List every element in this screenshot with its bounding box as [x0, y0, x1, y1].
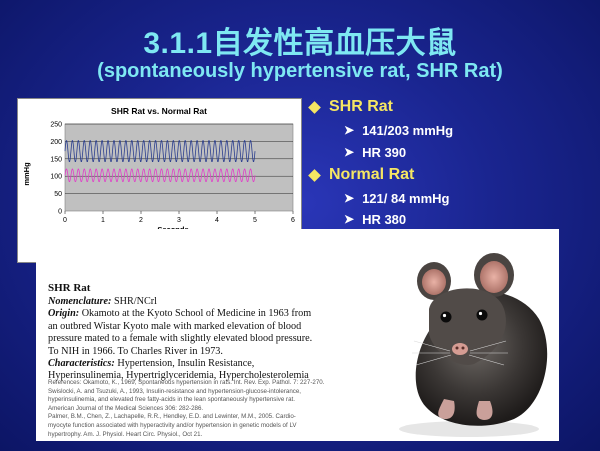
reference-line: myocyte function associated with hyperac…	[48, 421, 297, 429]
y-tick-label: 100	[50, 174, 62, 181]
sub-item-text: 121/ 84 mmHg	[362, 190, 450, 206]
origin-line: To NIH in 1966. To Charles River in 1973…	[48, 345, 223, 357]
sub-item-text: HR 380	[362, 211, 407, 227]
y-tick-label: 50	[54, 191, 62, 198]
y-tick-label: 150	[50, 156, 62, 163]
series-normal-line	[64, 168, 256, 183]
x-tick-label: 3	[177, 217, 181, 224]
bullet-normal-label: Normal Rat	[329, 166, 415, 183]
rat-photo	[374, 229, 559, 441]
reference-line: hypertrophy. Am. J. Physiol. Heart Circ.…	[48, 430, 203, 438]
origin-label: Origin:	[48, 308, 80, 320]
references: References: Okamoto, K., 1969, Spontaneo…	[48, 379, 388, 439]
chart-ylabel: mmHg	[22, 162, 31, 186]
x-tick-label: 6	[291, 217, 295, 224]
sub-item-shr-hr: ➤ HR 390	[344, 142, 406, 162]
characteristics-label: Characteristics:	[48, 358, 115, 370]
slide-subtitle: (spontaneously hypertensive rat, SHR Rat…	[97, 60, 503, 82]
nomenclature-value: SHR/NCrl	[111, 296, 157, 307]
rat-illustration	[399, 253, 548, 437]
y-tick-label: 250	[50, 122, 62, 129]
series-shr-line	[64, 140, 256, 163]
y-tick-label: 0	[58, 209, 62, 216]
reference-line: American Journal of the Medical Sciences…	[48, 404, 204, 412]
diamond-bullet-icon	[308, 100, 321, 114]
slide-title: 3.1.1自发性高血压大鼠	[143, 27, 457, 60]
characteristics-line: Hypertension, Insulin Resistance,	[114, 358, 255, 370]
origin-line: an outbred Wistar Kyoto male with marked…	[48, 320, 302, 332]
plot-area	[64, 123, 294, 212]
chart-title: SHR Rat vs. Normal Rat	[111, 106, 207, 116]
sub-item-normal-hr: ➤ HR 380	[344, 209, 406, 229]
x-tick-label: 4	[215, 217, 219, 224]
card-characteristics: Characteristics: Hypertension, Insulin R…	[48, 358, 378, 370]
sub-item-normal-bp: ➤ 121/ 84 mmHg	[344, 188, 450, 208]
shr-info-card: SHR Rat Nomenclature: SHR/NCrl Origin: O…	[36, 229, 559, 441]
card-origin: Origin: Okamoto at the Kyoto School of M…	[48, 308, 378, 320]
card-nomenclature: Nomenclature: SHR/NCrl	[48, 296, 378, 308]
characteristics-line: Hyperinsulinemia, Hypertriglyceridemia, …	[48, 370, 309, 382]
nomenclature-label: Nomenclature:	[48, 296, 112, 307]
arrow-bullet-icon: ➤	[344, 123, 355, 137]
reference-line: References: Okamoto, K., 1969, Spontaneo…	[48, 379, 325, 386]
diamond-bullet-icon	[308, 168, 321, 182]
card-heading: SHR Rat	[48, 282, 91, 294]
reference-line: Palmer, B.M., Chen, Z., Lachapelle, R.R.…	[48, 413, 296, 421]
arrow-bullet-icon: ➤	[344, 212, 355, 226]
reference-line: Swislocki, A. and Tsuzuki, A., 1993, Ins…	[48, 387, 302, 395]
y-tick-label: 200	[50, 139, 62, 146]
bullet-shr-label: SHR Rat	[329, 98, 394, 115]
bullet-normal: Normal Rat	[306, 164, 414, 186]
x-tick-label: 5	[253, 217, 257, 224]
origin-line: pressure mated to a female with slightly…	[48, 333, 313, 345]
sub-item-text: 141/203 mmHg	[362, 122, 454, 138]
origin-line: Okamoto at the Kyoto School of Medicine …	[79, 308, 312, 320]
x-tick-label: 2	[139, 217, 143, 224]
sub-item-shr-bp: ➤ 141/203 mmHg	[344, 120, 453, 140]
arrow-bullet-icon: ➤	[344, 191, 355, 205]
x-tick-label: 1	[101, 217, 105, 224]
sub-item-text: HR 390	[362, 144, 407, 160]
card-text: SHR Rat Nomenclature: SHR/NCrl Origin: O…	[48, 282, 378, 383]
bullet-shr: SHR Rat	[306, 96, 393, 118]
x-tick-label: 0	[63, 217, 67, 224]
reference-line: hyperinsulinemia, and elevated free fatt…	[48, 396, 295, 404]
arrow-bullet-icon: ➤	[344, 145, 355, 159]
